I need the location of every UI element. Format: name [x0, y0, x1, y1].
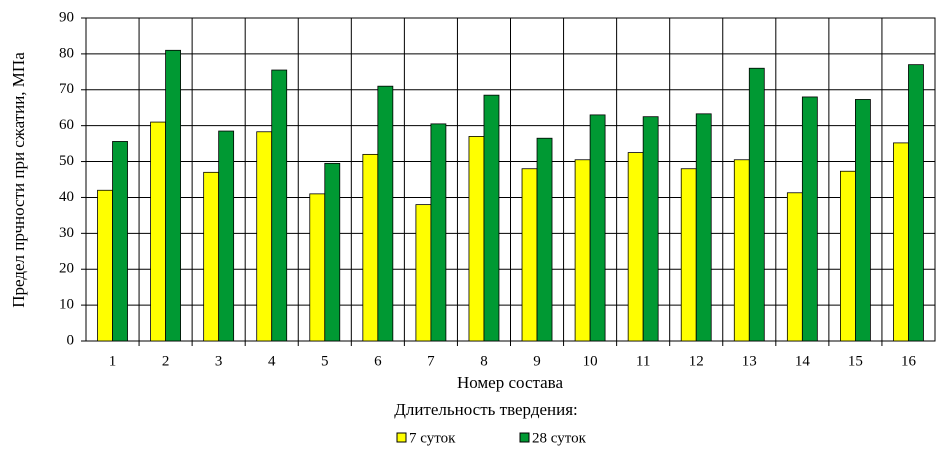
bar	[855, 99, 871, 342]
bar	[733, 159, 750, 342]
y-tick-label: 80	[59, 45, 74, 61]
x-tick-label: 7	[427, 353, 435, 369]
y-tick-label: 10	[59, 297, 74, 313]
bar	[627, 152, 644, 342]
x-tick-label: 8	[480, 353, 488, 369]
bar	[574, 159, 591, 342]
bar	[908, 64, 924, 342]
legend-swatch	[396, 432, 407, 443]
bar	[271, 69, 288, 342]
bar	[748, 67, 765, 342]
bar	[203, 171, 220, 342]
x-tick-label: 16	[901, 353, 917, 369]
bar	[483, 94, 500, 342]
bar	[324, 162, 341, 342]
x-tick-label: 14	[795, 353, 811, 369]
legend-label: 7 суток	[409, 430, 456, 446]
y-tick-label: 60	[59, 117, 74, 133]
legend-swatch	[519, 432, 530, 443]
y-tick-label: 70	[59, 81, 74, 97]
bar	[786, 192, 803, 342]
x-tick-label: 4	[268, 353, 276, 369]
legend-label: 28 суток	[532, 430, 587, 446]
x-tick-label: 6	[374, 353, 382, 369]
y-tick-label: 0	[67, 332, 75, 348]
bar	[642, 116, 659, 342]
bar	[218, 130, 235, 342]
y-axis-title: Предел прчности при сжатии, МПа	[9, 52, 28, 308]
y-tick-label: 20	[59, 261, 74, 277]
bar	[840, 170, 856, 342]
legend-title: Длительность твердения:	[394, 400, 578, 419]
bar	[256, 131, 273, 342]
bar	[112, 141, 128, 342]
bar	[415, 204, 432, 342]
y-tick-label: 90	[59, 9, 74, 25]
bar	[801, 96, 818, 342]
x-tick-label: 9	[533, 353, 541, 369]
bar	[521, 168, 538, 342]
x-tick-label: 3	[215, 353, 223, 369]
y-tick-label: 30	[59, 225, 74, 241]
bar	[680, 168, 697, 342]
x-tick-label: 15	[848, 353, 863, 369]
bar	[362, 153, 379, 342]
bar	[150, 121, 166, 342]
x-tick-label: 11	[636, 353, 650, 369]
bar	[165, 49, 181, 342]
bar	[309, 193, 326, 342]
x-axis-title: Номер состава	[457, 373, 564, 392]
x-tick-label: 13	[742, 353, 757, 369]
x-tick-label: 5	[321, 353, 329, 369]
bar	[377, 85, 394, 342]
x-tick-label: 1	[109, 353, 117, 369]
bar	[97, 189, 113, 342]
bar	[695, 113, 712, 342]
bar	[430, 123, 447, 342]
x-tick-label: 10	[583, 353, 598, 369]
y-tick-label: 50	[59, 153, 74, 169]
y-tick-label: 40	[59, 189, 74, 205]
bar	[893, 142, 909, 342]
bar	[468, 136, 485, 342]
bar	[589, 114, 606, 342]
x-tick-label: 12	[689, 353, 704, 369]
x-tick-label: 2	[162, 353, 170, 369]
bar	[536, 137, 553, 342]
